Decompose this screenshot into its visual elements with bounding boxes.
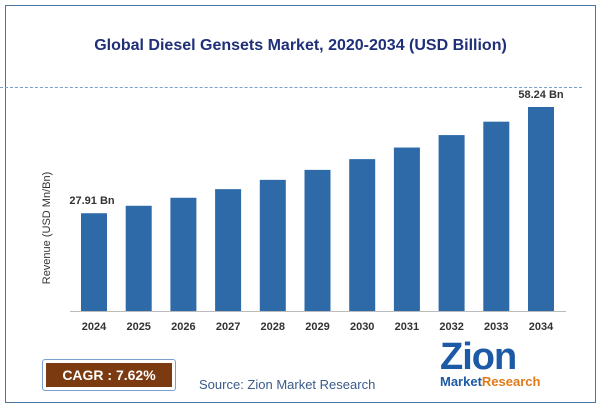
x-tick-label: 2024 xyxy=(82,321,107,333)
cagr-text: CAGR : 7.62% xyxy=(46,363,172,387)
data-label: 27.91 Bn xyxy=(69,195,115,207)
x-tick-label: 2029 xyxy=(305,321,329,333)
x-tick-label: 2033 xyxy=(484,321,508,333)
bar-2032 xyxy=(438,135,465,311)
bar-2028 xyxy=(259,179,286,311)
x-tick-label: 2034 xyxy=(529,321,554,333)
chart-frame xyxy=(5,5,596,403)
bar-2025 xyxy=(125,205,152,311)
x-tick-label: 2025 xyxy=(126,321,150,333)
bar-2030 xyxy=(349,159,376,311)
x-tick-label: 2031 xyxy=(395,321,419,333)
logo-zion-text: Zion xyxy=(440,336,517,378)
bar-2034 xyxy=(528,107,554,311)
x-tick-label: 2030 xyxy=(350,321,374,333)
x-tick-label: 2027 xyxy=(216,321,240,333)
x-tick-label: 2026 xyxy=(171,321,195,333)
bar-2026 xyxy=(170,197,197,311)
x-tick-label: 2032 xyxy=(439,321,463,333)
zion-logo: Zion MarketResearch xyxy=(436,336,554,392)
x-tick-label: 2028 xyxy=(261,321,285,333)
chart-title: Global Diesel Gensets Market, 2020-2034 … xyxy=(94,37,507,54)
logo-market-research-text: MarketResearch xyxy=(440,374,541,389)
cagr-badge: CAGR : 7.62% xyxy=(42,359,176,391)
dashed-reference-line xyxy=(0,87,582,88)
bar-2029 xyxy=(304,169,331,311)
bar-2024 xyxy=(81,213,107,311)
bar-2027 xyxy=(215,189,242,311)
source-text: Source: Zion Market Research xyxy=(199,377,376,392)
data-label: 58.24 Bn xyxy=(518,89,564,101)
bar-2031 xyxy=(393,147,420,311)
bar-2033 xyxy=(483,121,510,311)
